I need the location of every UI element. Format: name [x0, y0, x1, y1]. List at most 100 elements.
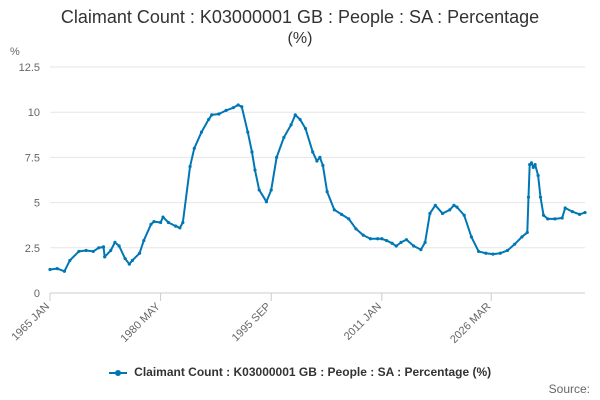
legend-series-label: Claimant Count : K03000001 GB : People :…: [134, 365, 492, 379]
data-point: [394, 244, 398, 248]
y-axis-unit-label: %: [10, 46, 20, 58]
data-point: [325, 190, 329, 194]
data-point: [303, 126, 308, 131]
data-point: [380, 237, 384, 241]
data-point: [491, 252, 495, 256]
data-point: [462, 213, 466, 217]
data-point: [113, 240, 117, 244]
data-point: [455, 205, 459, 209]
data-point: [332, 208, 336, 212]
data-point: [55, 266, 59, 271]
data-point: [505, 248, 510, 253]
data-point: [513, 242, 517, 246]
data-point: [399, 240, 403, 244]
data-point: [428, 211, 432, 216]
data-point: [520, 235, 524, 239]
data-point: [127, 262, 131, 266]
data-point: [269, 188, 273, 192]
data-point: [142, 238, 146, 243]
data-point: [199, 130, 204, 134]
data-point: [246, 130, 250, 134]
data-point: [236, 103, 240, 107]
data-point: [354, 227, 358, 231]
y-tick-label: 5: [34, 198, 40, 210]
data-point: [103, 255, 107, 259]
data-point: [224, 108, 228, 112]
data-point: [553, 217, 557, 221]
data-point: [583, 210, 587, 215]
data-point: [321, 163, 325, 168]
data-point: [498, 251, 502, 255]
data-point: [526, 195, 531, 199]
data-point: [469, 235, 473, 239]
data-point: [577, 212, 582, 216]
data-point: [419, 248, 423, 252]
x-tick-label: 2026 MAR: [448, 301, 493, 346]
data-point: [149, 222, 153, 226]
data-point: [404, 238, 409, 242]
data-point: [484, 251, 488, 255]
data-point: [253, 168, 257, 172]
x-tick-label: 2011 JAN: [342, 301, 384, 343]
data-point: [217, 112, 221, 116]
series-line: [49, 103, 586, 273]
data-point: [188, 164, 192, 169]
data-point: [318, 155, 322, 159]
data-point: [315, 159, 319, 163]
y-tick-label: 2.5: [25, 243, 40, 255]
data-point: [390, 241, 394, 245]
data-point: [538, 195, 543, 199]
chart-title: Claimant Count : K03000001 GB : People :…: [0, 6, 600, 50]
data-point: [423, 240, 427, 244]
data-point: [207, 117, 211, 122]
data-point: [563, 206, 567, 210]
data-point: [137, 251, 142, 255]
data-point: [117, 244, 121, 248]
data-point: [298, 117, 302, 122]
data-point: [257, 188, 261, 192]
data-point: [77, 249, 81, 254]
data-point: [546, 217, 550, 221]
data-point: [192, 146, 196, 150]
data-point: [560, 216, 564, 220]
data-point: [541, 213, 546, 217]
data-point: [529, 161, 534, 165]
data-point: [525, 230, 529, 235]
y-tick-label: 12.5: [19, 62, 40, 74]
y-tick-label: 10: [28, 107, 40, 119]
data-point: [448, 208, 452, 212]
data-point: [97, 246, 101, 250]
data-point: [339, 212, 344, 216]
data-point: [440, 211, 445, 216]
data-point: [293, 113, 297, 117]
data-point: [159, 220, 163, 225]
data-point: [477, 249, 481, 254]
legend[interactable]: Claimant Count : K03000001 GB : People :…: [0, 365, 600, 379]
data-point: [533, 163, 537, 167]
data-point: [289, 123, 293, 127]
data-point: [376, 237, 380, 241]
data-point: [178, 226, 182, 230]
data-point: [109, 248, 113, 253]
data-point: [84, 248, 88, 253]
x-tick-label: 1995 SEP: [230, 301, 274, 345]
chart-title-line1: Claimant Count : K03000001 GB : People :…: [60, 7, 540, 27]
data-point: [68, 258, 72, 263]
data-point: [250, 150, 254, 154]
data-point: [123, 257, 127, 261]
data-point: [275, 155, 279, 159]
data-point: [130, 258, 134, 263]
source-label[interactable]: Source:: [548, 382, 590, 396]
data-point: [361, 233, 365, 237]
data-point: [264, 200, 269, 204]
x-tick-label: 1980 MAY: [118, 300, 163, 345]
data-point: [62, 269, 67, 273]
data-point: [347, 217, 351, 221]
data-point: [536, 173, 540, 178]
data-point: [570, 210, 574, 214]
data-point: [91, 249, 95, 254]
data-point: [433, 203, 437, 207]
chart-title-line2: (%): [287, 30, 313, 47]
data-point: [368, 237, 372, 241]
